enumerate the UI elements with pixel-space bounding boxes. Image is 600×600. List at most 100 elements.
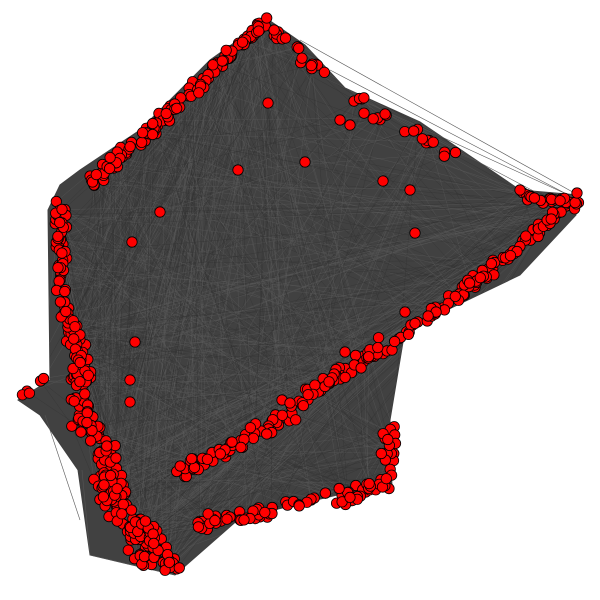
graph-node	[358, 107, 370, 119]
edge	[155, 133, 256, 424]
edge	[329, 382, 370, 484]
graph-node	[344, 491, 356, 503]
edge	[67, 322, 228, 452]
edge	[116, 156, 445, 491]
edge	[152, 123, 375, 357]
graph-node	[388, 335, 401, 348]
edge	[55, 200, 561, 220]
edge	[238, 45, 274, 420]
edge	[84, 140, 430, 395]
graph-node	[319, 487, 331, 499]
graph-node	[261, 428, 273, 440]
edge	[87, 353, 384, 360]
edge	[108, 453, 388, 517]
edge	[70, 162, 117, 345]
edge	[137, 18, 267, 532]
edge	[82, 419, 273, 422]
edge	[117, 140, 428, 522]
edge	[172, 65, 215, 564]
graph-node	[409, 227, 421, 239]
edge	[113, 257, 504, 498]
edge	[129, 66, 223, 381]
edge	[245, 38, 436, 314]
edge	[216, 67, 326, 494]
edge	[277, 31, 395, 342]
graph-node	[90, 169, 102, 181]
edge	[117, 119, 381, 479]
edge	[79, 31, 279, 335]
graph-node	[358, 92, 370, 104]
edge	[168, 451, 228, 563]
graph-node	[116, 508, 128, 520]
edge	[79, 69, 214, 335]
graph-node	[247, 432, 259, 444]
graph-node	[52, 230, 64, 242]
graph-node	[339, 371, 351, 383]
edge	[214, 65, 384, 182]
graph-node	[363, 351, 375, 363]
graph-node	[402, 328, 415, 340]
edge	[87, 167, 114, 406]
edge	[77, 236, 539, 359]
edge	[82, 117, 378, 358]
edge	[329, 69, 579, 201]
edge	[238, 45, 251, 428]
edge	[270, 432, 273, 514]
edge	[67, 46, 298, 314]
edge	[105, 239, 524, 476]
edge	[61, 211, 562, 254]
edge	[99, 368, 346, 439]
graph-node	[202, 508, 214, 520]
edge	[269, 356, 369, 515]
edge	[58, 265, 444, 309]
graph-node	[125, 504, 138, 516]
edge	[29, 392, 222, 522]
edge	[58, 30, 275, 266]
graph-node	[355, 362, 367, 374]
graph-node	[173, 562, 185, 574]
edge	[110, 123, 153, 467]
edge	[192, 81, 200, 522]
edge	[242, 42, 488, 279]
edge	[200, 86, 326, 387]
graph-node	[79, 388, 91, 400]
edge	[91, 179, 343, 502]
graph-node	[323, 376, 335, 388]
edge	[130, 453, 392, 528]
graph-node	[372, 332, 385, 344]
graph-node	[104, 152, 116, 164]
edge	[300, 62, 341, 121]
graph-node	[81, 416, 93, 429]
edge	[151, 349, 393, 534]
graph-node	[377, 175, 389, 187]
edge	[153, 126, 514, 252]
edge	[109, 157, 124, 524]
edge	[124, 453, 387, 495]
graph-node	[416, 133, 428, 145]
edge	[78, 95, 189, 361]
graph-node	[344, 119, 356, 131]
edge	[176, 108, 552, 202]
edge	[74, 355, 349, 502]
graph-node	[528, 192, 541, 204]
edge	[62, 260, 503, 264]
graph-node	[139, 515, 151, 527]
edge	[59, 200, 561, 288]
edge	[320, 390, 387, 454]
edge	[76, 31, 279, 327]
edge	[60, 29, 275, 235]
edge	[135, 69, 213, 529]
graph-node	[284, 397, 296, 409]
edge	[312, 142, 427, 395]
graph-node	[235, 441, 247, 453]
edge	[379, 109, 561, 206]
graph-node	[276, 409, 288, 421]
graph-node	[101, 440, 113, 452]
edge	[203, 18, 267, 459]
edge	[110, 212, 559, 476]
edge	[70, 132, 147, 334]
edge	[156, 334, 409, 549]
graph-node	[363, 477, 375, 490]
graph-node	[147, 128, 159, 141]
edge	[84, 46, 298, 365]
